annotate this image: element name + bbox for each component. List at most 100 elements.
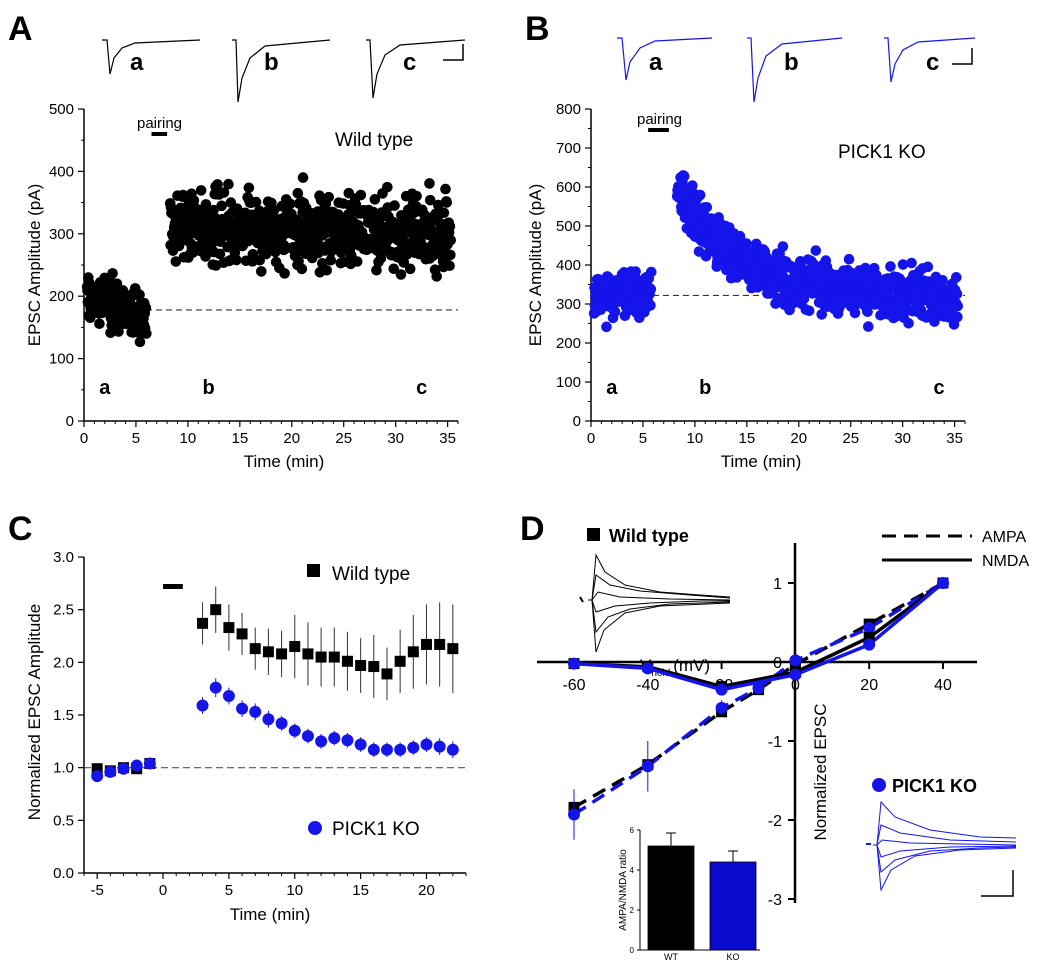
y-tick-label: 4: [630, 866, 635, 875]
panel-c-label: C: [8, 510, 33, 548]
data-point: [645, 300, 656, 311]
data-point: [292, 187, 304, 199]
y-tick-label: 100: [556, 374, 581, 391]
y-tick-label: 700: [556, 140, 581, 157]
y-tick-label: 0: [573, 413, 581, 430]
data-point: [568, 657, 580, 670]
pairing-label: pairing: [637, 111, 682, 128]
y-tick-label: 2: [630, 906, 635, 915]
data-point: [297, 172, 309, 183]
y-axis-label: EPSC Amplitude (pA): [25, 184, 44, 347]
data-point: [394, 655, 406, 667]
condition-label: PICK1 KO: [838, 142, 926, 163]
y-tick-label: 6: [630, 826, 635, 835]
x-tick-label: 10: [180, 430, 197, 447]
data-point: [369, 194, 381, 205]
data-point: [447, 643, 459, 655]
data-point: [440, 183, 451, 195]
legend-nmda-label: NMDA: [982, 553, 1029, 570]
y-tick-label: 500: [556, 218, 581, 235]
series-line: [573, 581, 944, 809]
chart-d-layer: -60-40-2002040-3-2-101: [562, 576, 952, 909]
data-point: [388, 263, 400, 275]
data-point: [134, 336, 146, 348]
panel-c: C Time (min) Normalized EPSC Amplitude W…: [8, 510, 466, 924]
time-point-label: a: [606, 377, 618, 399]
category-label: KO: [726, 952, 739, 961]
data-point: [315, 735, 328, 748]
x-axis-label: Time (min): [721, 452, 802, 471]
data-point: [236, 702, 249, 715]
data-point: [355, 659, 367, 671]
trace-c: [366, 39, 466, 99]
data-point: [196, 699, 209, 712]
data-point: [256, 266, 267, 277]
y-tick-label: -3: [768, 892, 782, 909]
data-point: [231, 254, 242, 266]
y-tick-label: 200: [556, 335, 581, 352]
data-point: [216, 200, 227, 212]
data-point: [432, 199, 444, 211]
data-point: [601, 321, 612, 333]
x-tick-label: 30: [894, 430, 911, 447]
data-point: [424, 194, 436, 206]
data-point: [197, 617, 209, 629]
data-point: [222, 690, 235, 703]
trace-c: [884, 37, 976, 83]
y-axis-label: AMPA/NMDA ratio: [618, 849, 629, 931]
y-tick-label: 0.5: [53, 812, 74, 829]
data-point: [275, 717, 288, 730]
data-point: [645, 266, 657, 278]
inset-layer: 0 2 4 6 WT KO: [630, 826, 757, 961]
trace-label-a: a: [649, 49, 663, 76]
data-point: [84, 312, 96, 324]
y-tick-label: 300: [49, 226, 74, 243]
y-tick-label: 2.0: [53, 654, 74, 671]
data-point: [411, 190, 422, 202]
y-tick-label: -2: [768, 813, 782, 830]
data-point: [446, 743, 459, 756]
trace-a: [617, 37, 713, 81]
chart-c: Time (min) Normalized EPSC Amplitude Wil…: [25, 557, 466, 924]
trace-b: [232, 39, 331, 103]
trace-label-b: b: [264, 49, 279, 76]
data-point: [223, 622, 235, 634]
data-point: [91, 763, 103, 775]
data-point: [208, 204, 219, 216]
data-point: [368, 661, 380, 673]
data-point: [351, 256, 363, 267]
y-tick-label: 400: [556, 257, 581, 274]
panel-d-label: D: [520, 510, 545, 548]
trace-label-a: a: [130, 49, 144, 76]
y-tick-label: -1: [768, 734, 782, 751]
y-tick-label: 0: [630, 946, 635, 955]
data-point: [433, 740, 446, 753]
legend-ko-marker: [308, 821, 322, 835]
data-point: [341, 734, 354, 747]
data-point: [641, 760, 654, 773]
data-point: [420, 738, 433, 751]
data-point: [111, 278, 123, 289]
data-point: [296, 263, 308, 275]
data-point: [130, 759, 143, 772]
data-point: [380, 743, 393, 756]
pairing-label: pairing: [137, 115, 182, 132]
data-point: [355, 189, 367, 201]
data-point: [568, 808, 580, 821]
data-point: [863, 638, 876, 651]
x-axis-label: Time (min): [244, 452, 325, 471]
data-point: [922, 261, 934, 273]
y-tick-label: 300: [556, 296, 581, 313]
data-point: [897, 259, 909, 270]
trace-a: [102, 39, 201, 75]
data-point: [407, 741, 420, 754]
y-tick-label: 400: [49, 163, 74, 180]
data-point: [950, 272, 962, 283]
data-point: [937, 577, 949, 589]
data-point: [209, 681, 222, 694]
y-tick-label: 600: [556, 179, 581, 196]
scale-bar-a: [443, 44, 464, 61]
data-point: [107, 268, 118, 279]
bar: [647, 845, 695, 951]
data-point: [243, 182, 255, 194]
